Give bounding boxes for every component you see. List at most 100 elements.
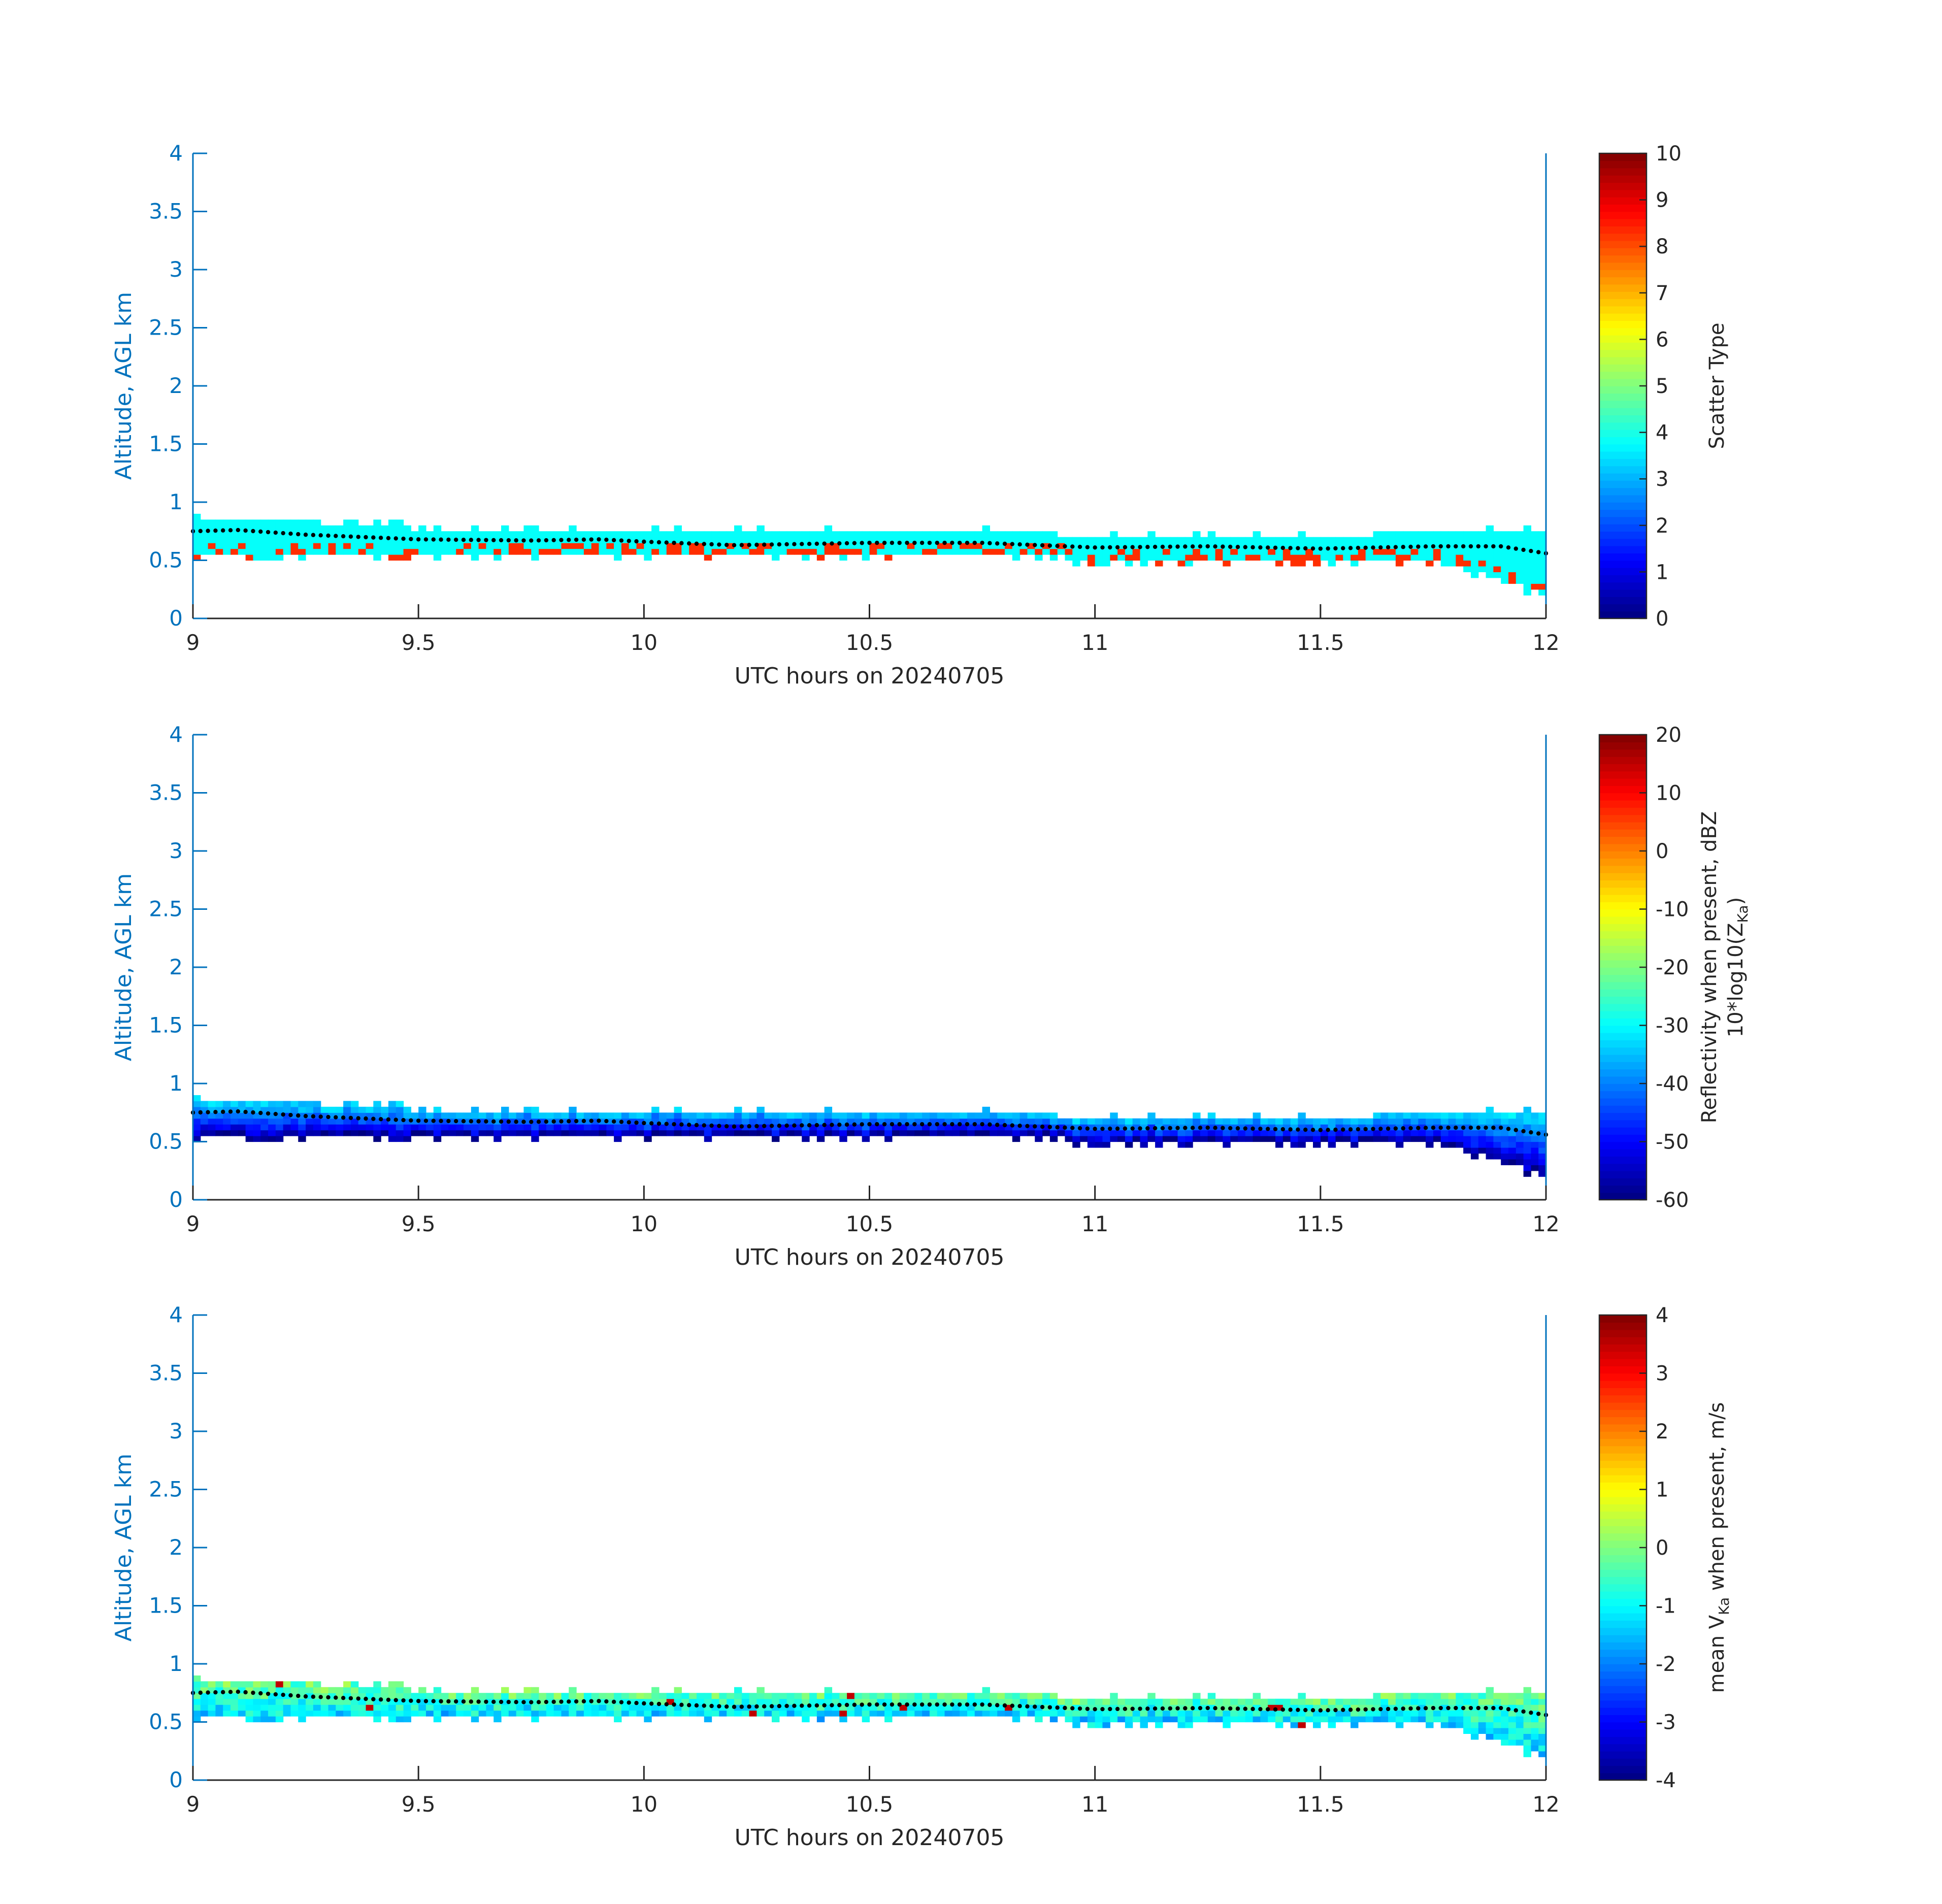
mean-height-point	[251, 1690, 255, 1695]
colorbar-segment	[1599, 756, 1647, 765]
heatmap-cell	[1426, 1130, 1434, 1136]
heatmap-cell	[666, 531, 675, 538]
heatmap-cell	[1080, 1698, 1088, 1705]
heatmap-cell	[839, 1710, 847, 1717]
heatmap-cell	[350, 519, 359, 526]
heatmap-cells	[193, 1095, 1546, 1177]
heatmap-cell	[689, 1698, 697, 1705]
mean-height-point	[258, 529, 263, 534]
heatmap-cell	[418, 525, 426, 532]
heatmap-cell	[478, 1130, 487, 1136]
heatmap-cell	[1223, 1722, 1231, 1728]
heatmap-cell	[193, 1112, 201, 1119]
heatmap-cell	[839, 1716, 847, 1723]
heatmap-cell	[1501, 1159, 1509, 1165]
heatmap-cell	[1072, 537, 1080, 543]
heatmap-cell	[381, 1710, 389, 1717]
heatmap-cell	[1486, 1106, 1494, 1113]
heatmap-cell	[193, 1118, 201, 1125]
heatmap-cell	[531, 1710, 539, 1717]
colorbar-label-line2: 10*log10(ZKa)	[1724, 897, 1751, 1037]
heatmap-cell	[704, 537, 712, 543]
heatmap-cell	[772, 537, 780, 543]
heatmap-cell	[1418, 1136, 1426, 1142]
heatmap-cell	[614, 1710, 622, 1717]
mean-height-point	[1348, 1127, 1353, 1132]
heatmap-cell	[336, 1687, 344, 1693]
mean-height-point	[1536, 550, 1541, 554]
heatmap-cell	[268, 1124, 276, 1131]
heatmap-cell	[779, 1693, 787, 1699]
heatmap-cell	[907, 1130, 915, 1136]
heatmap-cell	[223, 537, 231, 543]
heatmap-cell	[1207, 548, 1216, 555]
mean-height-point	[348, 1696, 353, 1700]
heatmap-cell	[674, 548, 682, 555]
heatmap-cell	[681, 1693, 689, 1699]
mean-height-point	[1393, 1126, 1398, 1131]
colorbar-segment	[1599, 1409, 1647, 1418]
heatmap-cell	[501, 1112, 509, 1119]
heatmap-cell	[1125, 548, 1133, 555]
heatmap-cell	[1215, 1118, 1223, 1125]
heatmap-cell	[366, 1112, 374, 1119]
mean-height-point	[1040, 543, 1045, 548]
colorbar-segment	[1599, 255, 1647, 263]
heatmap-cell	[546, 1130, 554, 1136]
colorbar-segment	[1599, 1453, 1647, 1461]
heatmap-cell	[553, 543, 562, 549]
heatmap-cell	[583, 531, 592, 538]
heatmap-cell	[1351, 548, 1359, 555]
heatmap-cell	[433, 1693, 442, 1699]
heatmap-cell	[614, 1124, 622, 1131]
heatmap-cell	[1508, 1693, 1517, 1699]
heatmap-cell	[1005, 1698, 1013, 1705]
heatmap-cell	[1501, 531, 1509, 538]
colorbar-segment	[1599, 575, 1647, 583]
heatmap-cell	[388, 543, 397, 549]
colorbar-segment	[1599, 1329, 1647, 1337]
heatmap-cell	[350, 1118, 359, 1125]
mean-height-point	[814, 1703, 819, 1708]
mean-height-point	[536, 1700, 541, 1704]
heatmap-cell	[290, 525, 299, 532]
heatmap-cell	[1072, 548, 1080, 555]
mean-height-point	[656, 540, 662, 545]
heatmap-cell	[313, 543, 321, 549]
mean-height-point	[1235, 545, 1240, 549]
heatmap-cell	[396, 548, 404, 555]
mean-height-point	[266, 1111, 271, 1116]
mean-height-point	[288, 1693, 293, 1698]
mean-height-point	[912, 1122, 917, 1127]
heatmap-cell	[869, 1693, 877, 1699]
heatmap-cell	[997, 548, 1005, 555]
heatmap-cell	[253, 543, 261, 549]
y-tick-label: 4	[169, 1302, 183, 1327]
heatmap-cell	[336, 1118, 344, 1125]
colorbar-segment	[1599, 836, 1647, 844]
heatmap-cell	[561, 548, 569, 555]
heatmap-cell	[290, 1124, 299, 1131]
heatmap-cell	[929, 1704, 938, 1711]
heatmap-cell	[1493, 531, 1501, 538]
mean-height-point	[1108, 1706, 1112, 1712]
heatmap-cell	[471, 1687, 479, 1693]
mean-height-point	[446, 1119, 451, 1124]
heatmap-cell	[583, 1693, 592, 1699]
mean-height-point	[1484, 1125, 1488, 1130]
mean-height-point	[1213, 544, 1217, 549]
heatmap-cell	[1538, 1141, 1546, 1148]
heatmap-cell	[869, 548, 877, 555]
heatmap-cell	[1290, 1141, 1299, 1148]
heatmap-cell	[1508, 1112, 1517, 1119]
heatmap-cell	[929, 1112, 938, 1119]
mean-height-point	[1085, 1706, 1090, 1711]
heatmap-cell	[223, 1124, 231, 1131]
heatmap-cell	[1305, 1136, 1313, 1142]
heatmap-cell	[847, 1710, 855, 1717]
heatmap-cell	[1478, 1698, 1487, 1705]
mean-height-point	[581, 537, 586, 542]
heatmap-cell	[689, 1118, 697, 1125]
heatmap-cell	[1403, 531, 1411, 538]
heatmap-cell	[1523, 1170, 1531, 1177]
